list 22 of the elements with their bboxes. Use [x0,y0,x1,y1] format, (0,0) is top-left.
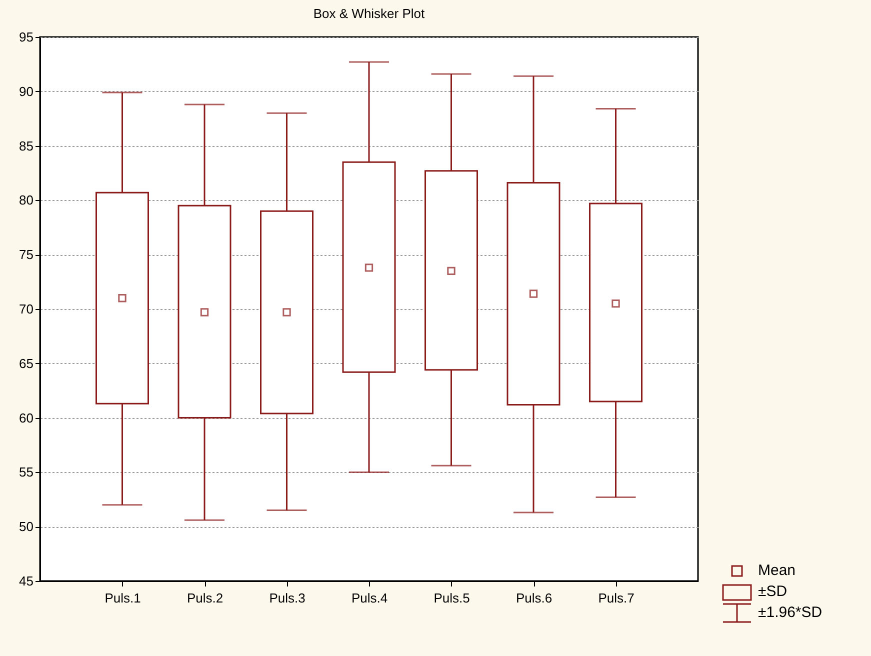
y-tick-label: 80 [19,192,34,208]
y-tick-label: 95 [19,30,34,44]
x-tick-label: Puls.2 [186,590,224,606]
text: Mean [758,562,796,579]
y-tick-label: 45 [19,574,34,588]
text: ±SD [758,583,788,600]
x-tick-label: Puls.3 [269,590,306,606]
y-tick-label: 75 [19,247,34,262]
y-tick-label: 60 [19,410,34,426]
text: ±1.96*SD [758,604,822,621]
y-tick-label: 50 [19,519,34,534]
y-tick-label: 65 [19,356,34,371]
x-tick-label: Puls.1 [104,590,141,606]
y-tick-label: 55 [19,464,34,480]
x-tick-label: Puls.5 [434,590,470,606]
x-tick-label: Puls.4 [351,590,388,606]
x-tick-label: Puls.7 [598,590,634,606]
y-tick-label: 70 [19,302,34,316]
y-tick-label: 90 [19,84,34,99]
y-tick-label: 85 [19,138,34,154]
x-tick-label: Puls.6 [516,590,552,606]
chart-title: Box & Whisker Plot [313,6,426,21]
